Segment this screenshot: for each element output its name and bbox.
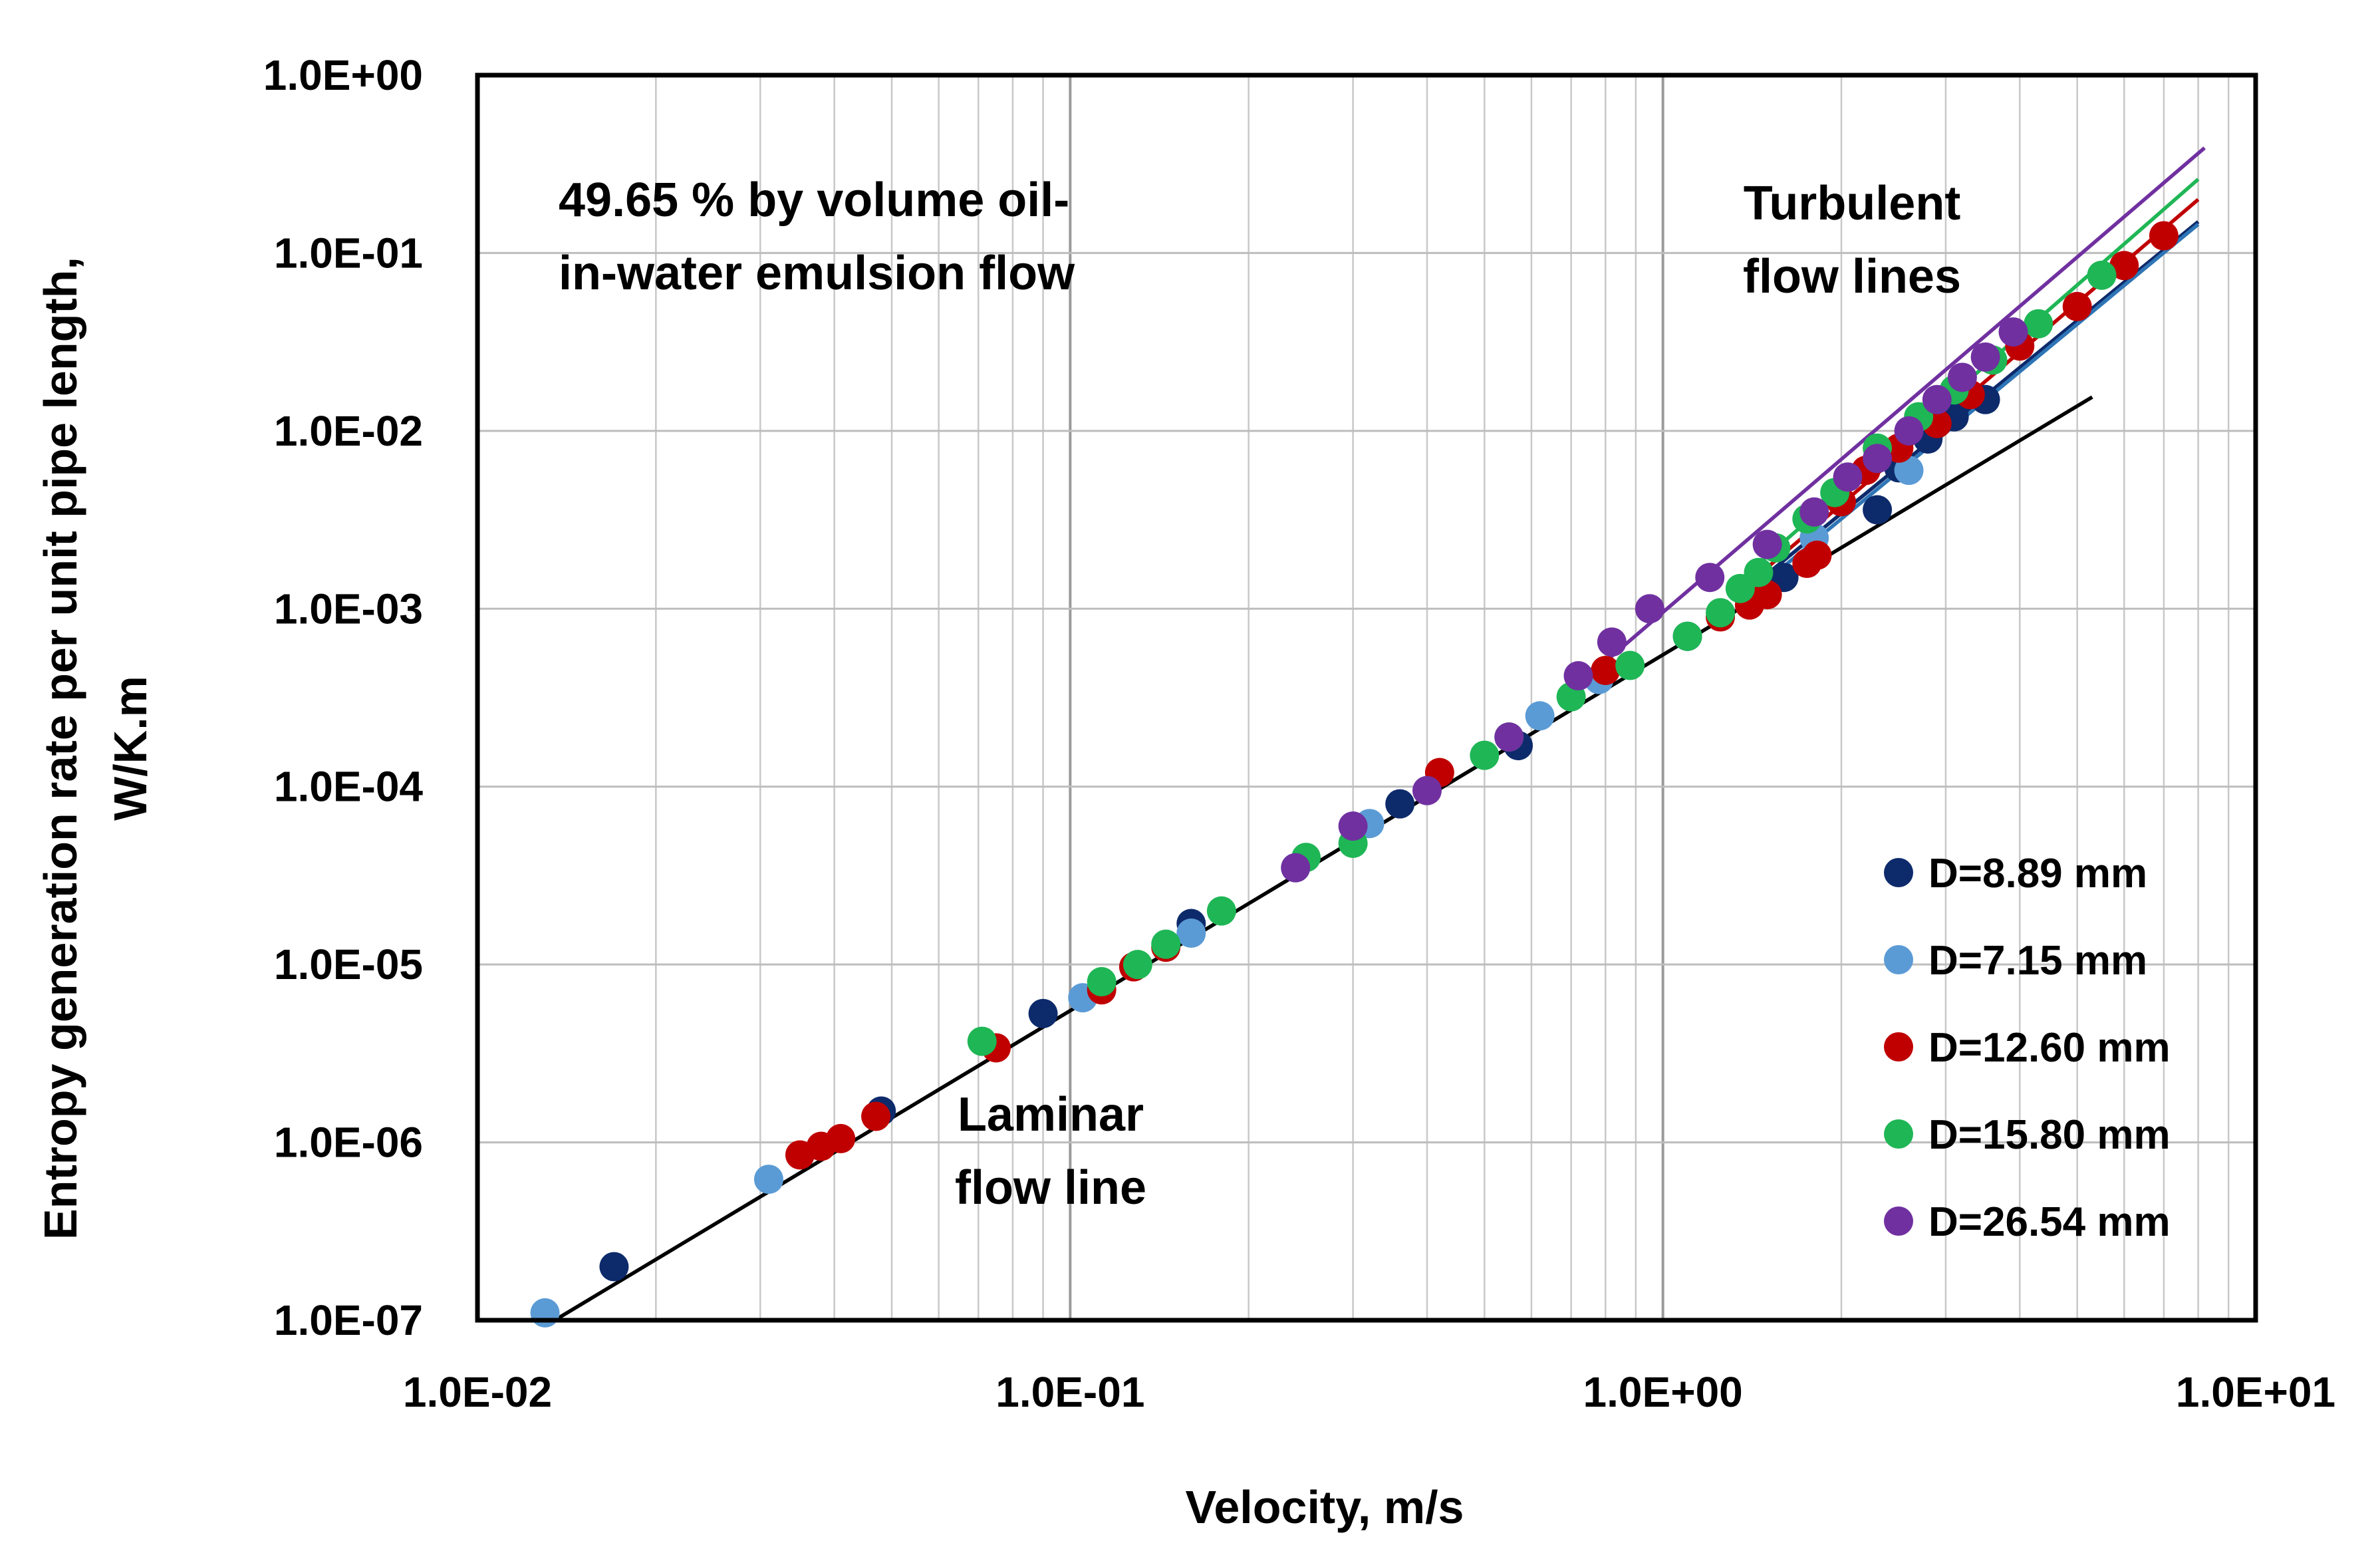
data-point-series-5 <box>1922 384 1952 414</box>
data-point-series-3 <box>2149 221 2179 251</box>
y-axis-title-line2: W/K.m <box>104 676 156 821</box>
data-point-series-3 <box>861 1101 891 1131</box>
legend-label: D=15.80 mm <box>1928 1112 2171 1158</box>
data-point-series-4 <box>1151 929 1181 959</box>
legend-marker <box>1884 858 1913 887</box>
data-point-series-1 <box>1028 998 1058 1028</box>
data-point-series-5 <box>1563 661 1593 691</box>
y-tick-label: 1.0E-02 <box>274 407 423 455</box>
annotation-turbulent-line1: Turbulent <box>1744 177 1961 230</box>
data-point-series-2 <box>530 1298 560 1328</box>
annotation-turbulent-line2: flow lines <box>1743 250 1961 303</box>
data-point-series-2 <box>753 1165 783 1195</box>
data-point-series-5 <box>1998 317 2028 347</box>
y-tick-label: 1.0E-01 <box>274 229 423 277</box>
data-point-series-5 <box>1799 497 1829 527</box>
data-point-series-4 <box>1470 740 1500 770</box>
data-point-series-4 <box>1206 896 1236 926</box>
plot-frame <box>475 72 2258 1323</box>
data-point-series-5 <box>1894 416 1924 446</box>
data-point-series-5 <box>1494 722 1524 752</box>
x-tick-label: 1.0E-02 <box>403 1368 552 1416</box>
data-point-series-5 <box>1597 627 1627 657</box>
data-point-series-5 <box>1695 563 1725 593</box>
data-point-series-1 <box>599 1252 629 1282</box>
data-point-series-2 <box>1525 701 1555 731</box>
data-point-series-1 <box>1385 789 1415 819</box>
annotation-emulsion: 49.65 % by volume oil- in-water emulsion… <box>559 174 1075 300</box>
fit-line-laminar <box>553 395 2093 1322</box>
data-point-series-3 <box>2062 291 2092 321</box>
fit-line-turbulent-26.54 <box>1587 146 2206 678</box>
x-tick-label: 1.0E-01 <box>995 1368 1144 1416</box>
data-point-series-4 <box>2024 309 2053 339</box>
data-point-series-5 <box>1833 462 1863 492</box>
annotation-turbulent: Turbulent flow lines <box>1743 177 1961 303</box>
y-tick-label: 1.0E-03 <box>274 585 423 633</box>
data-point-series-2 <box>1176 919 1206 948</box>
data-point-series-3 <box>2109 251 2139 281</box>
annotation-laminar: Laminar flow line <box>955 1088 1146 1214</box>
legend-label: D=26.54 mm <box>1928 1199 2171 1245</box>
data-point-series-3 <box>1752 580 1782 610</box>
data-point-series-5 <box>1752 529 1782 559</box>
y-tick-label: 1.0E-06 <box>274 1119 423 1167</box>
data-point-series-5 <box>1947 362 1977 392</box>
data-point-series-3 <box>1591 656 1621 686</box>
data-point-series-4 <box>1615 650 1645 680</box>
legend-marker <box>1884 1032 1913 1062</box>
legend-marker <box>1884 945 1913 974</box>
data-point-series-1 <box>1863 495 1893 525</box>
annotation-laminar-line1: Laminar <box>958 1088 1144 1141</box>
y-axis-title: Entropy generation rate per unit pipe le… <box>35 257 156 1240</box>
data-point-series-5 <box>1970 342 2000 372</box>
data-point-series-2 <box>1894 456 1924 486</box>
x-axis-title: Velocity, m/s <box>1186 1481 1464 1533</box>
data-point-series-4 <box>1672 621 1702 651</box>
x-tick-label: 1.0E+01 <box>2176 1368 2335 1416</box>
legend-marker <box>1884 1119 1913 1149</box>
data-point-series-4 <box>1744 557 1774 587</box>
data-point-series-3 <box>826 1123 856 1153</box>
y-tick-label: 1.0E+00 <box>263 51 423 99</box>
y-tick-label: 1.0E-05 <box>274 940 423 988</box>
legend-label: D=12.60 mm <box>1928 1025 2171 1071</box>
data-point-series-5 <box>1338 811 1368 841</box>
data-point-series-5 <box>1281 853 1311 883</box>
grid-layer <box>476 74 2256 1322</box>
legend-marker <box>1884 1206 1913 1236</box>
annotation-emulsion-line2: in-water emulsion flow <box>559 247 1075 300</box>
data-point-series-5 <box>1635 594 1664 624</box>
data-point-series-4 <box>1087 967 1117 997</box>
legend-label: D=7.15 mm <box>1928 938 2147 984</box>
y-axis-title-line1: Entropy generation rate per unit pipe le… <box>35 257 86 1240</box>
annotation-emulsion-line1: 49.65 % by volume oil- <box>559 174 1069 227</box>
data-point-series-4 <box>1706 598 1736 628</box>
legend: D=8.89 mm D=7.15 mm D=12.60 mm D=15.80 mm D=… <box>1884 851 2171 1245</box>
data-point-series-4 <box>1123 950 1152 980</box>
data-point-series-5 <box>1863 444 1893 474</box>
data-point-series-3 <box>1802 540 1832 570</box>
data-point-series-5 <box>1412 776 1442 805</box>
x-tick-label: 1.0E+00 <box>1583 1368 1743 1416</box>
legend-label: D=8.89 mm <box>1928 851 2147 897</box>
data-points <box>530 221 2179 1328</box>
axis-tick-labels: 1.0E-02 1.0E-01 1.0E+00 1.0E+01 1.0E-07 1.0E-… <box>263 51 2335 1416</box>
y-tick-label: 1.0E-04 <box>274 763 424 811</box>
annotation-laminar-line2: flow line <box>955 1161 1146 1214</box>
data-point-series-4 <box>2087 260 2117 290</box>
data-point-series-4 <box>967 1026 997 1056</box>
y-tick-label: 1.0E-07 <box>274 1296 423 1344</box>
